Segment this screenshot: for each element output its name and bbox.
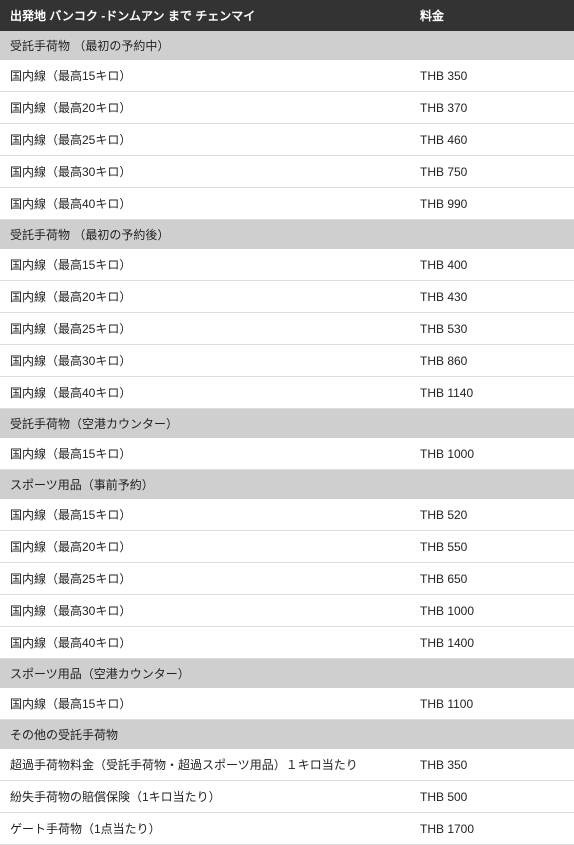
row-price: THB 350 — [410, 60, 574, 92]
table-header-row: 出発地 バンコク -ドンムアン まで チェンマイ料金 — [0, 0, 574, 31]
table-row: 国内線（最高15キロ）THB 350 — [0, 60, 574, 92]
section-title: スポーツ用品（事前予約） — [0, 470, 574, 500]
row-price: THB 1140 — [410, 377, 574, 409]
table-row: 超過手荷物料金（受託手荷物・超過スポーツ用品）１キロ当たりTHB 350 — [0, 749, 574, 781]
row-label: 国内線（最高25キロ） — [0, 313, 410, 345]
row-price: THB 1000 — [410, 595, 574, 627]
row-label: 国内線（最高15キロ） — [0, 499, 410, 531]
section-header-row: 受託手荷物（空港カウンター） — [0, 409, 574, 439]
row-price: THB 520 — [410, 499, 574, 531]
row-label: 超過手荷物料金（受託手荷物・超過スポーツ用品）１キロ当たり — [0, 749, 410, 781]
fee-table: 出発地 バンコク -ドンムアン まで チェンマイ料金受託手荷物 （最初の予約中）… — [0, 0, 574, 845]
row-price: THB 990 — [410, 188, 574, 220]
row-label: 国内線（最高25キロ） — [0, 124, 410, 156]
section-header-row: その他の受託手荷物 — [0, 720, 574, 750]
table-row: 国内線（最高30キロ）THB 750 — [0, 156, 574, 188]
header-route-label: 出発地 バンコク -ドンムアン まで チェンマイ — [0, 0, 410, 31]
row-price: THB 750 — [410, 156, 574, 188]
row-price: THB 350 — [410, 749, 574, 781]
row-label: 国内線（最高20キロ） — [0, 531, 410, 563]
row-price: THB 500 — [410, 781, 574, 813]
row-price: THB 550 — [410, 531, 574, 563]
table-row: 国内線（最高15キロ）THB 1000 — [0, 438, 574, 470]
row-label: 国内線（最高30キロ） — [0, 345, 410, 377]
row-price: THB 1700 — [410, 813, 574, 845]
row-label: 国内線（最高40キロ） — [0, 377, 410, 409]
table-row: 国内線（最高15キロ）THB 400 — [0, 249, 574, 281]
row-price: THB 650 — [410, 563, 574, 595]
table-row: 国内線（最高30キロ）THB 860 — [0, 345, 574, 377]
section-title: スポーツ用品（空港カウンター） — [0, 659, 574, 689]
table-row: 国内線（最高40キロ）THB 1140 — [0, 377, 574, 409]
row-price: THB 1100 — [410, 688, 574, 720]
section-title: 受託手荷物（空港カウンター） — [0, 409, 574, 439]
row-label: 国内線（最高15キロ） — [0, 60, 410, 92]
row-price: THB 530 — [410, 313, 574, 345]
row-price: THB 860 — [410, 345, 574, 377]
fee-table-body: 出発地 バンコク -ドンムアン まで チェンマイ料金受託手荷物 （最初の予約中）… — [0, 0, 574, 845]
row-price: THB 460 — [410, 124, 574, 156]
row-label: 国内線（最高15キロ） — [0, 688, 410, 720]
row-price: THB 430 — [410, 281, 574, 313]
row-price: THB 1400 — [410, 627, 574, 659]
row-label: 国内線（最高20キロ） — [0, 281, 410, 313]
row-label: 国内線（最高30キロ） — [0, 156, 410, 188]
section-header-row: 受託手荷物 （最初の予約中） — [0, 31, 574, 60]
table-row: 国内線（最高40キロ）THB 990 — [0, 188, 574, 220]
row-label: 国内線（最高15キロ） — [0, 249, 410, 281]
table-row: 国内線（最高15キロ）THB 520 — [0, 499, 574, 531]
row-price: THB 400 — [410, 249, 574, 281]
table-row: 国内線（最高40キロ）THB 1400 — [0, 627, 574, 659]
table-row: 国内線（最高20キロ）THB 430 — [0, 281, 574, 313]
section-title: 受託手荷物 （最初の予約後） — [0, 220, 574, 250]
row-price: THB 370 — [410, 92, 574, 124]
table-row: 国内線（最高30キロ）THB 1000 — [0, 595, 574, 627]
row-label: 国内線（最高25キロ） — [0, 563, 410, 595]
table-row: ゲート手荷物（1点当たり）THB 1700 — [0, 813, 574, 845]
section-title: その他の受託手荷物 — [0, 720, 574, 750]
table-row: 国内線（最高15キロ）THB 1100 — [0, 688, 574, 720]
section-header-row: スポーツ用品（事前予約） — [0, 470, 574, 500]
section-header-row: スポーツ用品（空港カウンター） — [0, 659, 574, 689]
table-row: 紛失手荷物の賠償保険（1キロ当たり）THB 500 — [0, 781, 574, 813]
row-label: ゲート手荷物（1点当たり） — [0, 813, 410, 845]
table-row: 国内線（最高25キロ）THB 530 — [0, 313, 574, 345]
row-label: 国内線（最高30キロ） — [0, 595, 410, 627]
row-label: 国内線（最高15キロ） — [0, 438, 410, 470]
row-label: 国内線（最高40キロ） — [0, 188, 410, 220]
table-row: 国内線（最高20キロ）THB 370 — [0, 92, 574, 124]
row-price: THB 1000 — [410, 438, 574, 470]
section-header-row: 受託手荷物 （最初の予約後） — [0, 220, 574, 250]
header-price-label: 料金 — [410, 0, 574, 31]
table-row: 国内線（最高25キロ）THB 460 — [0, 124, 574, 156]
row-label: 国内線（最高40キロ） — [0, 627, 410, 659]
section-title: 受託手荷物 （最初の予約中） — [0, 31, 574, 60]
row-label: 国内線（最高20キロ） — [0, 92, 410, 124]
row-label: 紛失手荷物の賠償保険（1キロ当たり） — [0, 781, 410, 813]
table-row: 国内線（最高20キロ）THB 550 — [0, 531, 574, 563]
table-row: 国内線（最高25キロ）THB 650 — [0, 563, 574, 595]
